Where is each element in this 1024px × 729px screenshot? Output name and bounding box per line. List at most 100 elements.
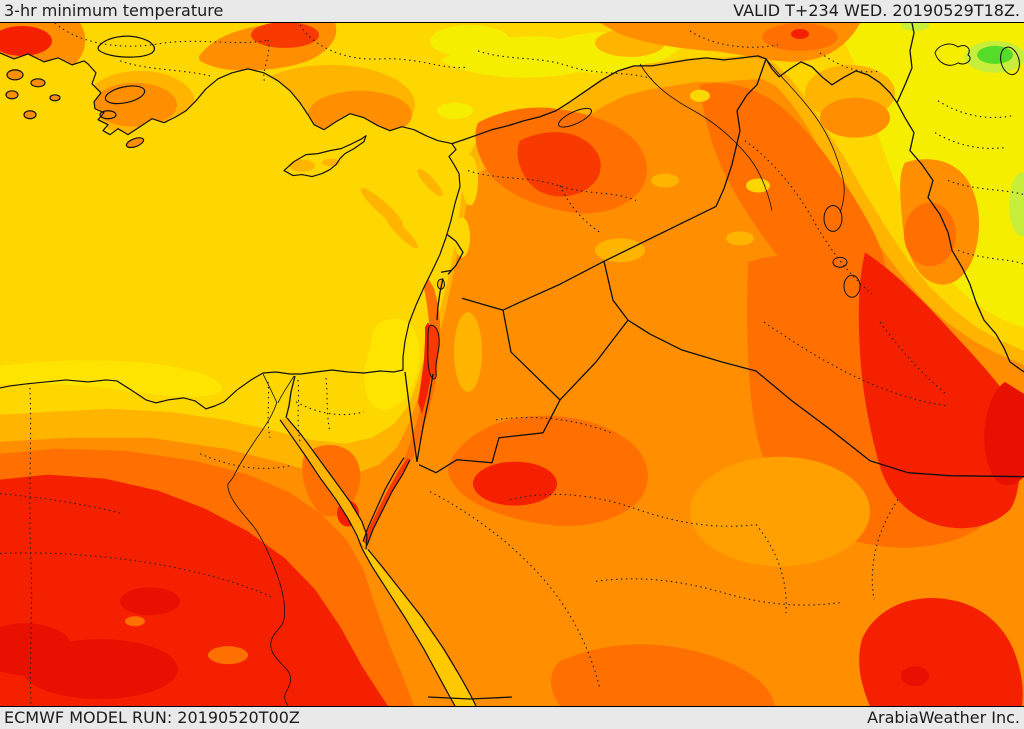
field-gold-lebanon <box>454 217 470 258</box>
dotted-line <box>947 180 1024 196</box>
coastal-bright-israel <box>364 318 420 410</box>
field-gold-latakia <box>462 155 478 206</box>
coastal-bright-egypt <box>0 360 222 397</box>
dotted-line <box>0 552 273 598</box>
dotted-line <box>871 499 899 600</box>
aegean-islands <box>5 35 155 149</box>
cyprus <box>283 135 367 178</box>
red-sea-stripe <box>362 548 476 706</box>
field-amber-hole2 <box>726 231 754 246</box>
coastlines <box>0 52 477 706</box>
field-amber-hole <box>651 173 679 188</box>
border-jordan-iraq <box>603 261 629 321</box>
header-bar: 3-hr minimum temperature VALID T+234 WED… <box>0 0 1024 22</box>
dotted-line <box>879 321 947 395</box>
field-hot-saudi-bottom <box>551 644 775 706</box>
island <box>6 69 24 81</box>
model-run-label: ECMWF MODEL RUN: 20190520T00Z <box>4 708 300 727</box>
field-green-edge <box>1009 172 1024 237</box>
island <box>5 90 19 100</box>
sea-wisp <box>386 216 418 249</box>
border-lebanon <box>440 233 464 275</box>
temperature-field <box>0 23 1024 706</box>
field-hot-zagros <box>904 202 956 267</box>
border-syria-iraq <box>603 58 767 262</box>
mediterranean-coastline <box>0 52 461 410</box>
lake-urmia <box>1000 46 1020 76</box>
field-red-south-jordan <box>473 461 557 506</box>
field-amber-jordan-highlands <box>454 312 482 392</box>
border-israel-egypt <box>404 371 418 462</box>
field-red-east-iraq <box>858 252 1021 529</box>
lake-van <box>934 43 971 66</box>
lakes <box>427 43 1020 380</box>
dotted-line <box>689 30 779 48</box>
field-lemon-patch <box>485 46 545 75</box>
island-rhodes <box>125 137 145 149</box>
border-turkey-syria-iraq-iran <box>451 55 1024 373</box>
field-deepred-spot <box>901 666 929 687</box>
dotted-line <box>763 321 949 407</box>
dotted-line <box>297 379 301 442</box>
border-turkey-iran-north <box>896 23 915 104</box>
cyprus-outline <box>283 135 367 178</box>
border-egypt-sudan <box>427 696 513 700</box>
island <box>23 110 37 120</box>
field-hot-neband <box>700 83 887 309</box>
sea-warm-wisps <box>360 168 443 249</box>
field-red-thrace <box>0 25 52 56</box>
island-lesbos <box>104 85 146 105</box>
border-jordan-saudi <box>418 310 561 474</box>
euphrates-river <box>639 63 773 211</box>
field-red-turkey-top <box>251 23 319 48</box>
valid-time-label: VALID T+234 WED. 20190529T18Z. <box>733 1 1020 20</box>
cyprus-warm-patch <box>289 159 315 172</box>
field-green-blob-top <box>901 23 929 31</box>
dotted-line <box>495 416 615 435</box>
country-borders <box>285 23 1024 700</box>
brand-label: ArabiaWeather Inc. <box>867 708 1020 727</box>
suez-canal <box>285 375 296 419</box>
page-title: 3-hr minimum temperature <box>4 1 224 20</box>
dotted-line <box>937 100 1013 119</box>
sea-wisp <box>360 188 404 227</box>
dotted-line <box>934 132 1006 149</box>
rivers <box>227 58 845 706</box>
island <box>49 94 61 102</box>
temperature-map-svg <box>0 23 1024 706</box>
island <box>30 78 46 88</box>
marmara-sea-outline <box>97 35 155 58</box>
dotted-line <box>295 401 365 416</box>
dead-sea <box>427 324 440 380</box>
field-green-blob <box>977 45 1013 64</box>
field-lemon-patch <box>437 102 473 119</box>
field-gold-hole <box>690 89 710 102</box>
lake-assad <box>557 107 593 128</box>
border-jordan-saudi-iraq-connector <box>559 319 629 401</box>
field-orange-hole2 <box>125 616 145 627</box>
border-israel-jordan-rift <box>416 278 444 462</box>
field-amber-palmyra <box>595 238 645 263</box>
sea-wisp <box>417 168 443 197</box>
dotted-line <box>755 524 787 614</box>
dotted-line <box>263 39 270 84</box>
field-deepred-east-edge <box>984 381 1024 486</box>
dotted-line <box>0 493 123 515</box>
field-lemon-patch <box>430 24 510 57</box>
tigris-river <box>765 58 845 213</box>
gulf-of-aqaba-coast <box>362 457 411 546</box>
lake-habbaniyah <box>832 256 848 268</box>
admin-boundaries-dotted <box>0 23 1024 706</box>
dotted-line <box>477 50 653 80</box>
mediterranean-sea <box>0 52 460 409</box>
dotted-line <box>509 493 757 527</box>
field-red-bottom-right <box>859 597 1023 706</box>
field-deepred-egypt2 <box>0 623 73 676</box>
footer-bar: ECMWF MODEL RUN: 20190520T00Z ArabiaWeat… <box>0 707 1024 729</box>
dotted-line <box>744 140 873 295</box>
field-orange-hole <box>208 646 248 665</box>
red-sea-coast <box>361 548 477 706</box>
field-hot-rift <box>404 276 440 464</box>
lake-tharthar <box>823 204 843 232</box>
